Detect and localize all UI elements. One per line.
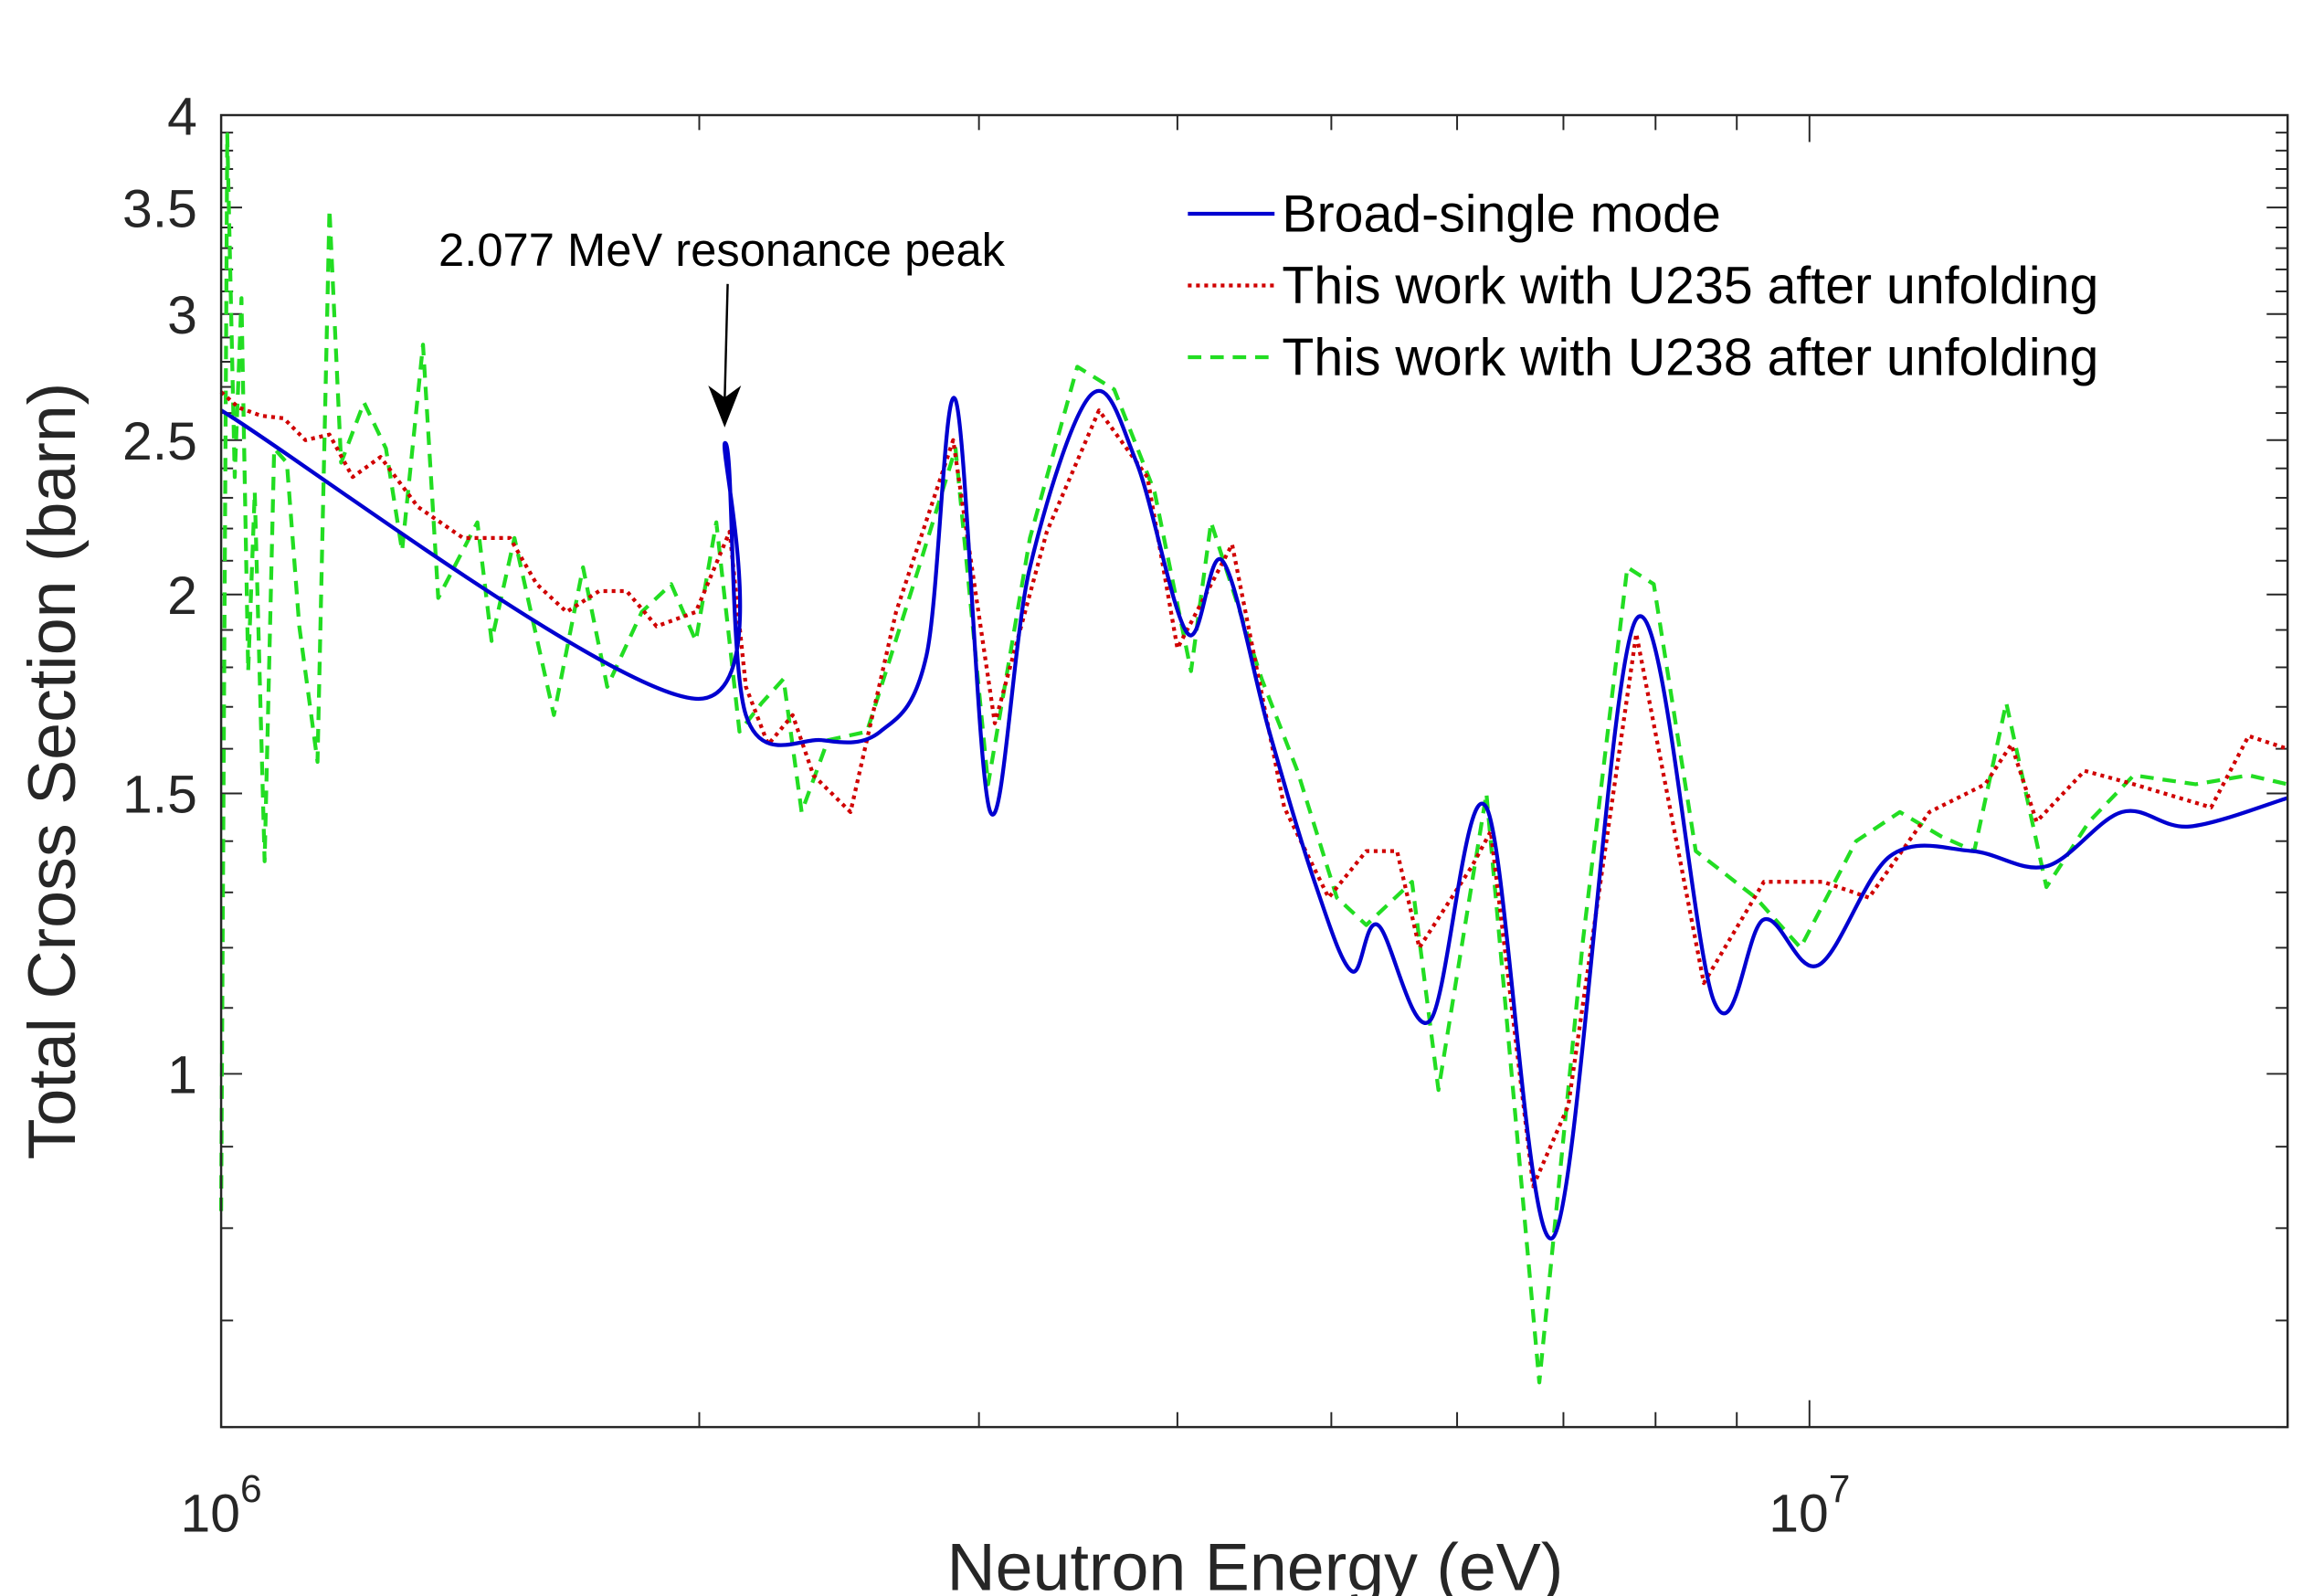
y-tick-label: 4 <box>167 87 197 146</box>
series-lines <box>218 132 2288 1385</box>
annotation: 2.077 MeV resonance peak <box>438 224 1006 428</box>
y-tick-label: 1.5 <box>122 766 197 825</box>
series-line-2 <box>219 390 2288 1189</box>
annotation-arrowhead <box>708 386 742 428</box>
y-tick-label: 1 <box>167 1046 197 1105</box>
y-tick-label: 3 <box>167 286 197 345</box>
annotation-text: 2.077 MeV resonance peak <box>438 224 1006 276</box>
legend: Broad-single mode This work with U235 aft… <box>1188 185 2098 387</box>
y-tick-label: 2 <box>167 566 197 626</box>
annotation-arrow-line <box>723 283 729 401</box>
plot-frame <box>219 113 2289 1429</box>
series-line-3 <box>218 132 2288 1385</box>
x-tick-label: 107 <box>1769 1468 1850 1544</box>
y-axis-label: Total Cross Section (barn) <box>14 383 90 1160</box>
y-tick-labels: 1 1.5 2 2.5 3 3.5 4 <box>122 87 197 1105</box>
y-tick-label: 2.5 <box>122 412 197 471</box>
x-tick-labels: 106 107 <box>180 1468 1850 1544</box>
legend-label-1: Broad-single mode <box>1282 185 1720 244</box>
y-tick-label: 3.5 <box>122 179 197 238</box>
x-tick-label: 106 <box>180 1468 261 1544</box>
legend-label-3: This work with U238 after unfolding <box>1282 329 2098 387</box>
series-line-1 <box>219 388 2288 1241</box>
x-axis-label: Neutron Energy (eV) <box>946 1528 1563 1596</box>
legend-label-2: This work with U235 after unfolding <box>1282 257 2098 315</box>
